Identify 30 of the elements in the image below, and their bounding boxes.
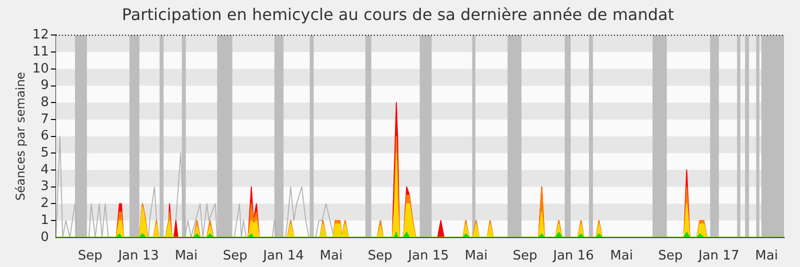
- x-tick-label: Mai: [320, 248, 343, 264]
- x-tick-label: Jan 14: [262, 248, 304, 264]
- x-tick-label: Mai: [174, 248, 198, 264]
- y-tick-label: 0: [40, 230, 49, 245]
- x-tick-label: Mai: [755, 248, 778, 264]
- y-tick-label: 12: [32, 28, 49, 43]
- y-tick-label: 8: [40, 94, 49, 110]
- y-tick-label: 10: [32, 61, 49, 76]
- x-tick-label: Sep: [368, 248, 392, 264]
- x-tick-label: Jan 17: [698, 248, 740, 264]
- y-tick-label: 4: [40, 162, 49, 178]
- y-tick-label: 6: [40, 128, 49, 144]
- y-tick-label: 2: [40, 196, 49, 212]
- y-tick-label: 5: [40, 146, 49, 161]
- x-tick-label: Sep: [658, 248, 683, 264]
- x-tick-label: Jan 15: [407, 248, 449, 264]
- x-tick-label: Mai: [464, 248, 488, 264]
- y-tick-label: 9: [40, 78, 49, 94]
- y-tick-label: 1: [40, 212, 49, 228]
- x-tick-label: Sep: [78, 248, 102, 264]
- x-tick-label: Jan 16: [552, 248, 594, 264]
- x-tick-label: Sep: [222, 248, 248, 264]
- x-tick-label: Sep: [512, 248, 538, 264]
- x-tick-label: Jan 13: [117, 248, 159, 264]
- y-tick-label: 11: [32, 44, 49, 60]
- y-tick-label: 7: [40, 112, 49, 127]
- y-axis-title: Séances par semaine: [13, 72, 28, 201]
- chart-title: Participation en hemicycle au cours de sa dernière année de mandat: [122, 4, 674, 24]
- y-tick-label: 3: [40, 179, 49, 194]
- x-tick-label: Mai: [610, 248, 633, 264]
